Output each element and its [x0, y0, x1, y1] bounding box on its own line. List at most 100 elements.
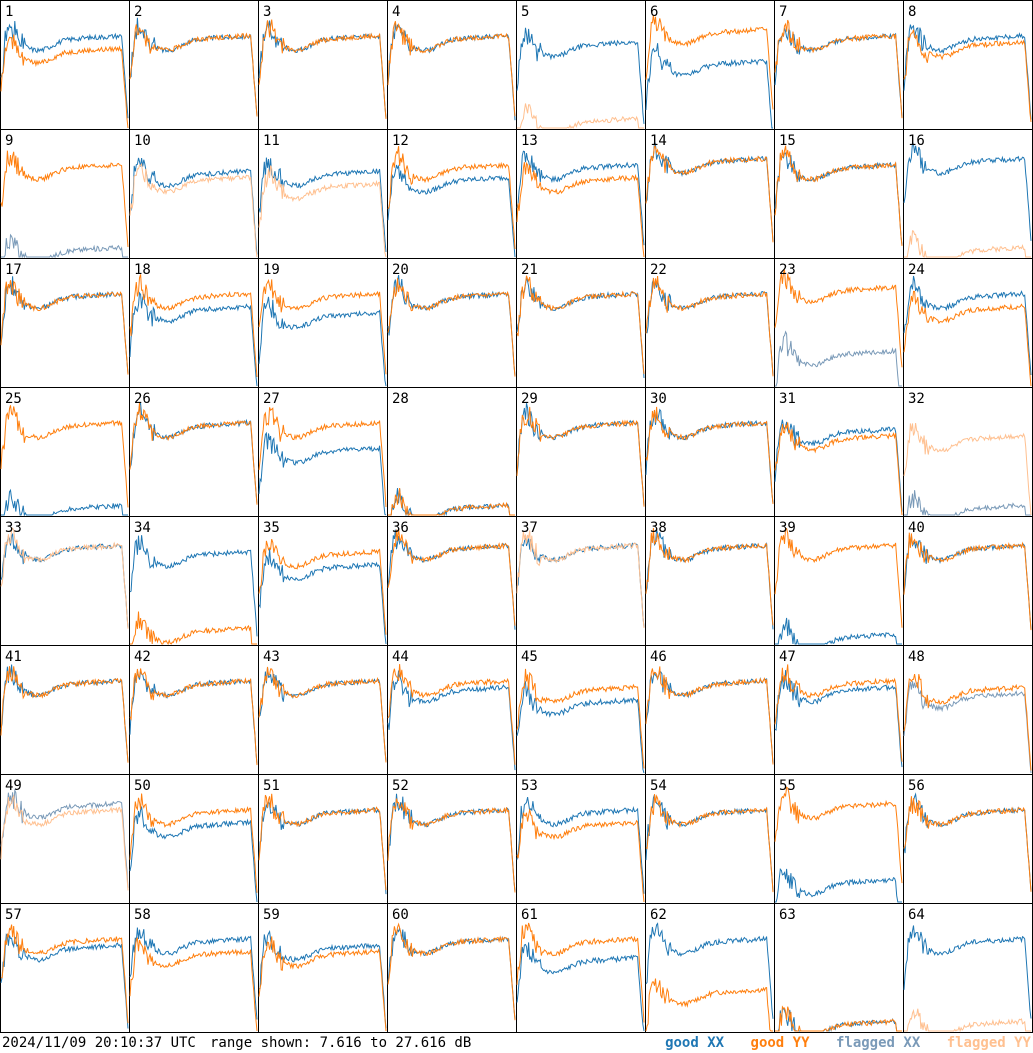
panel-label: 54: [650, 778, 667, 794]
panel-label: 30: [650, 391, 667, 407]
panel-frame: [129, 0, 259, 130]
panel-frame: [387, 516, 517, 646]
panel-label: 7: [779, 4, 787, 20]
panel-frame: [387, 258, 517, 388]
series-yy-good: [0, 150, 129, 247]
panel-36: 36: [387, 516, 517, 646]
panel-label: 2: [134, 4, 142, 20]
panel-frame: [774, 516, 904, 646]
panel-frame: [774, 387, 904, 517]
panel-label: 24: [908, 262, 925, 278]
series-yy-good: [258, 936, 387, 1032]
panel-32: 32: [903, 387, 1033, 517]
panel-49: 49: [0, 774, 130, 904]
panel-frame: [258, 645, 388, 775]
series-yy-good: [388, 487, 515, 516]
panel-label: 25: [5, 391, 22, 407]
panel-frame: [903, 903, 1033, 1033]
panel-7: 7: [774, 0, 904, 130]
panel-label: 56: [908, 778, 925, 794]
series-yy-good: [387, 146, 516, 250]
panel-frame: [387, 903, 517, 1033]
series-xx-good: [0, 933, 129, 1029]
panel-39: 39: [774, 516, 904, 646]
panel-label: 36: [392, 520, 409, 536]
series-yy-good: [774, 664, 903, 762]
panel-13: 13: [516, 129, 646, 259]
panel-frame: [258, 129, 388, 259]
panel-frame: [516, 645, 646, 775]
panel-label: 42: [134, 649, 151, 665]
panel-frame: [387, 0, 517, 130]
series-xx-good: [774, 670, 903, 768]
series-xx-good: [1, 488, 128, 517]
panel-frame: [903, 258, 1033, 388]
panel-label: 38: [650, 520, 667, 536]
panel-frame: [258, 903, 388, 1033]
series-yy-good: [774, 527, 903, 628]
series-xx-good: [258, 548, 387, 645]
panel-frame: [0, 387, 130, 517]
series-yy-flagged: [517, 103, 644, 129]
series-xx-good: [645, 43, 773, 129]
panel-label: 18: [134, 262, 151, 278]
series-yy-flagged: [0, 527, 129, 629]
panel-frame: [129, 645, 259, 775]
series-xx-good: [516, 680, 645, 774]
series-yy-good: [645, 794, 774, 893]
series-xx-flagged: [904, 490, 1031, 516]
panel-3: 3: [258, 0, 388, 130]
panel-frame: [387, 129, 517, 259]
panel-frame: [645, 129, 775, 259]
panel-label: 9: [5, 133, 13, 149]
panel-frame: [903, 774, 1033, 904]
legend: good XX good YY flagged XX flagged YY: [647, 1033, 1031, 1053]
series-xx-good: [129, 535, 258, 637]
series-yy-good: [516, 161, 645, 258]
series-xx-good: [387, 670, 516, 771]
panel-label: 20: [392, 262, 409, 278]
panel-34: 34: [129, 516, 259, 646]
panel-label: 64: [908, 907, 925, 923]
panel-11: 11: [258, 129, 388, 259]
series-yy-flagged: [258, 165, 387, 258]
panel-label: 26: [134, 391, 151, 407]
panel-label: 14: [650, 133, 667, 149]
series-yy-good: [774, 269, 903, 368]
panel-label: 22: [650, 262, 667, 278]
legend-flagged-yy: flagged YY: [946, 1035, 1031, 1051]
panel-64: 64: [903, 903, 1033, 1033]
series-yy-good: [903, 532, 1032, 631]
panel-63: 63: [774, 903, 904, 1033]
panel-label: 23: [779, 262, 796, 278]
panel-15: 15: [774, 129, 904, 259]
legend-good-yy: good YY: [750, 1035, 810, 1051]
series-yy-flagged: [904, 230, 1031, 258]
series-yy-good: [516, 809, 645, 903]
panel-frame: [258, 0, 388, 130]
panel-label: 4: [392, 4, 400, 20]
panel-47: 47: [774, 645, 904, 775]
series-yy-good: [645, 978, 773, 1032]
panel-frame: [0, 129, 130, 259]
panel-48: 48: [903, 645, 1033, 775]
panel-frame: [645, 903, 775, 1033]
series-yy-good: [129, 402, 258, 505]
panel-frame: [645, 516, 775, 646]
panel-label: 1: [5, 4, 13, 20]
panel-frame: [516, 387, 646, 517]
series-xx-good: [258, 930, 387, 1029]
panel-37: 37: [516, 516, 646, 646]
panel-label: 16: [908, 133, 925, 149]
panel-frame: [258, 516, 388, 646]
panel-label: 27: [263, 391, 280, 407]
series-yy-good: [0, 405, 129, 508]
panel-60: 60: [387, 903, 517, 1033]
panel-frame: [903, 129, 1033, 259]
series-yy-good: [645, 276, 774, 377]
panel-35: 35: [258, 516, 388, 646]
panel-label: 12: [392, 133, 409, 149]
panel-label: 46: [650, 649, 667, 665]
series-yy-good: [774, 145, 903, 246]
series-xx-good: [903, 142, 1032, 241]
